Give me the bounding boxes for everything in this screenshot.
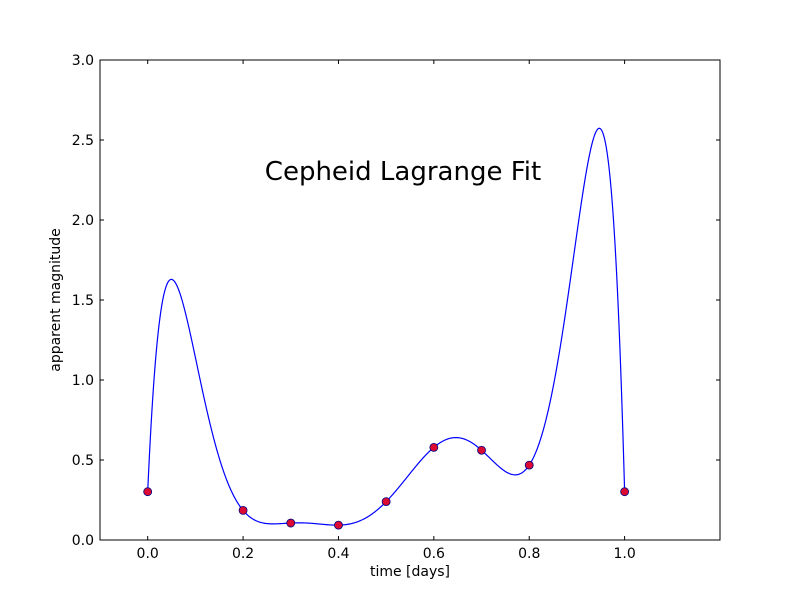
x-axis-ticks: 0.0 0.2 0.4 0.6 0.8 1.0 (137, 60, 636, 562)
y-tick-label: 2.5 (72, 133, 94, 149)
y-axis-label: apparent magnitude (48, 228, 64, 372)
y-tick-label: 1.5 (72, 293, 94, 309)
plot-background (100, 60, 720, 540)
x-tick-label: 0.6 (423, 546, 445, 562)
data-point (286, 518, 296, 528)
data-points-layer (143, 442, 630, 530)
x-tick-label: 0.2 (232, 546, 254, 562)
y-tick-label: 2.0 (72, 213, 94, 229)
y-axis-ticks: 0.0 0.5 1.0 1.5 2.0 2.5 3.0 (72, 53, 720, 549)
x-tick-label: 0.4 (327, 546, 349, 562)
data-point (477, 445, 486, 455)
y-tick-label: 0.0 (72, 533, 94, 549)
data-point (429, 442, 439, 452)
x-tick-label: 0.0 (137, 546, 159, 562)
data-point (143, 487, 153, 497)
data-point (381, 497, 391, 507)
x-tick-label: 1.0 (613, 546, 635, 562)
data-point (620, 487, 630, 497)
y-tick-label: 1.0 (72, 373, 94, 389)
data-point (238, 505, 248, 515)
data-point (524, 460, 534, 470)
x-tick-label: 0.8 (518, 546, 540, 562)
x-axis-label: time [days] (370, 564, 450, 580)
y-tick-label: 0.5 (72, 453, 94, 469)
chart-title: Cepheid Lagrange Fit (265, 157, 541, 187)
data-point (334, 520, 343, 530)
y-tick-label: 3.0 (72, 53, 94, 69)
